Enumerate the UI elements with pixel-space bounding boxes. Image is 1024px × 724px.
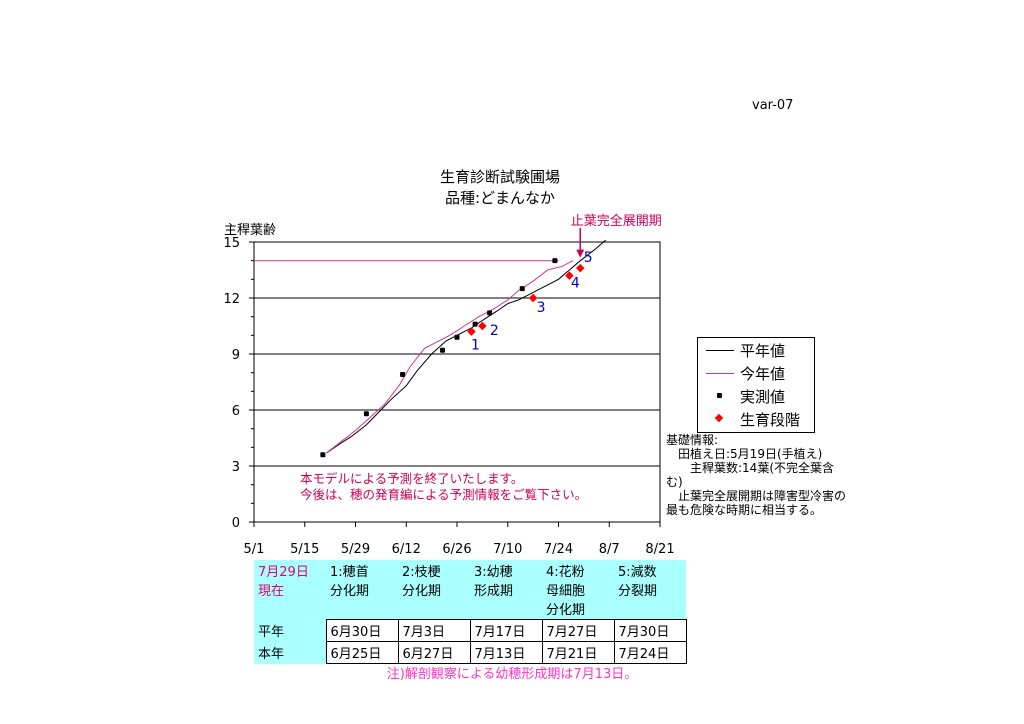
chart-legend: 平年値 今年値 実測値 生育段階 bbox=[697, 337, 815, 433]
cell-thisyear-3: 7月13日 bbox=[469, 641, 543, 664]
info-leaf-count-cont: む) bbox=[666, 475, 683, 489]
y-axis-label: 主稈葉齢 bbox=[224, 223, 276, 238]
cell-thisyear-1: 6月25日 bbox=[325, 641, 399, 664]
measured-point bbox=[320, 452, 326, 458]
legend-swatch-thisyear bbox=[706, 373, 734, 374]
stage-label: 2 bbox=[490, 323, 499, 339]
legend-label-thisyear: 今年値 bbox=[740, 365, 786, 383]
info-planting-date: 田植え日:5月19日(手植え) bbox=[666, 447, 823, 461]
cell-thisyear-4: 7月21日 bbox=[541, 641, 615, 664]
annotation-label: 止葉完全展開期 bbox=[571, 213, 662, 229]
cell-thisyear-2: 6月27日 bbox=[397, 641, 471, 664]
stage-marker bbox=[478, 321, 487, 331]
header-stage-2: 2:枝梗 分化期 bbox=[398, 560, 470, 620]
annotation-arrowhead bbox=[576, 249, 585, 258]
measured-point bbox=[487, 310, 493, 316]
stage-marker bbox=[565, 271, 574, 280]
legend-item-thisyear: 今年値 bbox=[698, 362, 814, 384]
header-stage-5: 5:減数 分裂期 bbox=[614, 560, 686, 620]
x-tick-label: 8/21 bbox=[645, 542, 674, 557]
table-corner: 7月29日 現在 bbox=[254, 560, 326, 620]
measured-point bbox=[552, 258, 558, 264]
header-stage-4: 4:花粉 母細胞 分化期 bbox=[542, 560, 614, 620]
legend-swatch-normal bbox=[706, 350, 734, 351]
legend-item-normal: 平年値 bbox=[698, 339, 814, 361]
x-tick-label: 7/24 bbox=[544, 542, 573, 557]
y-tick-label: 6 bbox=[232, 404, 240, 419]
footnote: 注)解剖観察による幼穂形成期は7月13日。 bbox=[386, 667, 638, 682]
series-line-thisyear bbox=[326, 260, 574, 454]
legend-label-stage: 生育段階 bbox=[740, 411, 801, 429]
y-tick-label: 12 bbox=[223, 292, 240, 307]
x-tick-label: 8/7 bbox=[599, 542, 620, 557]
stage-label: 3 bbox=[537, 300, 546, 316]
measured-point bbox=[472, 321, 478, 327]
y-tick-label: 15 bbox=[223, 236, 240, 251]
stage-marker bbox=[467, 327, 476, 336]
legend-label-measured: 実測値 bbox=[740, 388, 786, 406]
chart-message: 今後は、穂の発育編による予測情報をご覧下さい。 bbox=[300, 487, 587, 502]
cell-normal-5: 7月30日 bbox=[613, 619, 687, 642]
legend-label-normal: 平年値 bbox=[740, 342, 786, 360]
stage-table: 7月29日 現在 1:穂首 分化期 2:枝梗 分化期 3:幼穂 形成期 4:花粉 母細胞分… bbox=[254, 560, 687, 664]
table-row-normal: 平年 6月30日 7月3日 7月17日 7月27日 7月30日 bbox=[254, 619, 687, 642]
figure-code: var-07 bbox=[752, 98, 794, 113]
x-tick-label: 5/29 bbox=[341, 542, 370, 557]
chart-subtitle: 品種:どまんなか bbox=[444, 189, 556, 207]
cell-normal-2: 7月3日 bbox=[397, 619, 471, 642]
info-flagleaf-note-cont: 最も危険な時期に相当する。 bbox=[666, 503, 823, 517]
measured-point bbox=[454, 334, 460, 340]
measured-point bbox=[519, 286, 525, 292]
row-label-normal: 平年 bbox=[254, 619, 326, 642]
stage-marker bbox=[576, 263, 585, 273]
x-tick-label: 7/10 bbox=[493, 542, 522, 557]
header-stage-3: 3:幼穂 形成期 bbox=[470, 560, 542, 620]
info-flagleaf-note: 止葉完全展開期は障害型冷害の bbox=[666, 489, 847, 503]
basic-info: 基礎情報: 田植え日:5月19日(手植え) 主稈葉数:14葉(不完全葉含 む) … bbox=[666, 433, 866, 517]
legend-swatch-measured bbox=[717, 393, 722, 398]
cell-normal-4: 7月27日 bbox=[541, 619, 615, 642]
x-tick-label: 5/15 bbox=[290, 542, 319, 557]
measured-point bbox=[363, 411, 369, 417]
info-heading: 基礎情報: bbox=[666, 433, 719, 447]
stage-label: 4 bbox=[571, 276, 580, 292]
y-tick-label: 3 bbox=[232, 460, 240, 475]
legend-item-measured: 実測値 bbox=[698, 385, 814, 407]
stage-label: 5 bbox=[584, 250, 593, 266]
chart-message: 本モデルによる予測を終了いたします。 bbox=[300, 471, 523, 486]
stage-marker bbox=[528, 293, 538, 303]
y-tick-label: 9 bbox=[232, 348, 240, 363]
table-row-thisyear: 本年 6月25日 6月27日 7月13日 7月21日 7月24日 bbox=[254, 641, 687, 664]
chart-title: 生育診断試験圃場 bbox=[439, 168, 560, 186]
row-label-thisyear: 本年 bbox=[254, 641, 326, 664]
x-tick-label: 6/12 bbox=[392, 542, 421, 557]
cell-thisyear-5: 7月24日 bbox=[613, 641, 687, 664]
y-tick-label: 0 bbox=[232, 516, 240, 531]
measured-point bbox=[440, 347, 445, 353]
cell-normal-3: 7月17日 bbox=[469, 619, 543, 642]
measured-point bbox=[400, 372, 406, 378]
x-tick-label: 6/26 bbox=[442, 542, 471, 557]
x-tick-label: 5/1 bbox=[244, 542, 265, 557]
plot-area bbox=[253, 241, 661, 523]
header-stage-1: 1:穂首 分化期 bbox=[326, 560, 398, 620]
cell-normal-1: 6月30日 bbox=[325, 619, 399, 642]
stage-table-header: 7月29日 現在 1:穂首 分化期 2:枝梗 分化期 3:幼穂 形成期 4:花粉 母細胞分… bbox=[254, 560, 686, 620]
info-leaf-count: 主稈葉数:14葉(不完全葉含 bbox=[666, 461, 834, 475]
stage-label: 1 bbox=[471, 338, 480, 354]
legend-swatch-stage bbox=[714, 413, 724, 423]
legend-item-stage: 生育段階 bbox=[698, 408, 814, 430]
